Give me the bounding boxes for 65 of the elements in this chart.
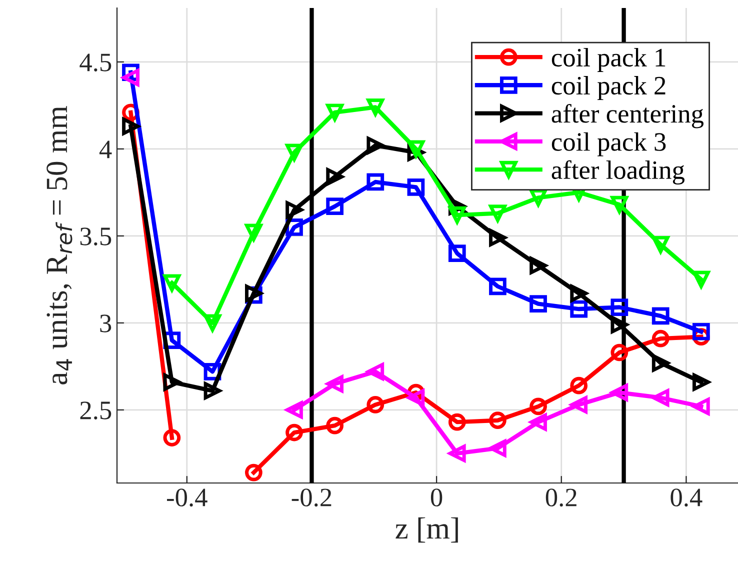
point (326, 104, 344, 122)
point (407, 178, 425, 196)
point (366, 362, 384, 380)
point (286, 424, 303, 442)
point (204, 382, 222, 400)
point (489, 412, 506, 430)
x-tick-label: -0.4 (166, 488, 208, 507)
point (326, 375, 344, 393)
point (407, 389, 425, 406)
point (448, 206, 466, 224)
y-tick-label: 3 (100, 314, 112, 332)
point (163, 373, 181, 391)
point (163, 429, 181, 446)
legend-label: coil pack 1 (552, 48, 666, 72)
point (570, 376, 588, 394)
point (610, 316, 628, 334)
point (610, 344, 628, 362)
y-axis-title: a$_{4}$ units, R$_{ref}$ = 50 mm (46, 106, 72, 384)
point (489, 278, 506, 296)
x-tick-label: 0.2 (546, 488, 576, 507)
point (692, 270, 710, 288)
point (366, 396, 384, 414)
point (204, 314, 222, 332)
x-axis-title: z [m] (396, 517, 458, 543)
legend-label: coil pack 2 (552, 76, 666, 100)
point (692, 398, 710, 416)
point (652, 236, 670, 254)
point (448, 413, 466, 431)
legend-label: coil pack 3 (552, 132, 666, 156)
y-tick-label: 2.5 (80, 402, 112, 420)
point (652, 389, 670, 406)
point (366, 136, 384, 154)
y-tick-label: 4 (99, 140, 112, 158)
y-tick-label: 3.5 (80, 228, 112, 246)
x-tick-label: 0.4 (670, 488, 702, 507)
point (570, 300, 588, 318)
point (530, 398, 547, 416)
point (326, 416, 344, 434)
point (407, 140, 425, 158)
point (366, 98, 384, 116)
point (245, 464, 262, 482)
point (530, 295, 547, 312)
point (448, 244, 466, 262)
point (610, 298, 628, 316)
point (692, 373, 710, 391)
point (570, 284, 588, 302)
x-tick-label: 0 (430, 488, 442, 506)
point (570, 396, 588, 414)
point (610, 384, 628, 402)
point (366, 173, 384, 191)
point (326, 198, 344, 216)
point (652, 307, 670, 325)
legend-label: after loading (552, 160, 684, 185)
point (163, 274, 181, 292)
point (530, 188, 547, 206)
x-tick-label: -0.2 (292, 488, 332, 507)
point (245, 224, 262, 242)
point (652, 354, 670, 372)
point (286, 144, 303, 162)
y-tick-label: 4.5 (80, 54, 112, 72)
point (692, 322, 710, 340)
legend-label: after centering (552, 104, 704, 128)
point (610, 196, 628, 214)
point (652, 330, 670, 348)
point (448, 444, 466, 462)
